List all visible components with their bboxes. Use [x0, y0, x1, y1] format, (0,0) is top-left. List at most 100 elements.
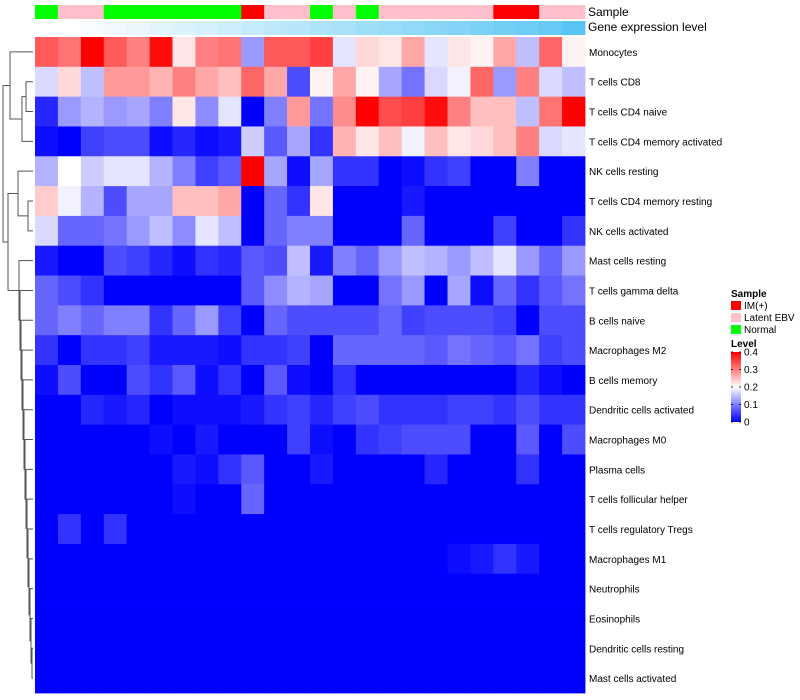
- heatmap-cell: [424, 633, 448, 664]
- heatmap-cell: [80, 126, 105, 157]
- heatmap-cell: [401, 275, 425, 306]
- heatmap-cell: [355, 394, 380, 426]
- row-label: T cells CD8: [589, 78, 641, 89]
- heatmap-cell: [310, 275, 334, 306]
- heatmap-cell: [218, 573, 242, 604]
- heatmap-cell: [539, 335, 563, 366]
- heatmap-cell: [80, 663, 105, 694]
- heatmap-cell: [287, 96, 311, 127]
- heatmap-cell: [264, 156, 288, 187]
- row-label: Macrophages M2: [589, 346, 667, 357]
- heatmap-cell: [241, 543, 265, 575]
- sample-annotation-cell: [424, 5, 448, 19]
- heatmap-cell: [126, 663, 150, 694]
- heatmap-cell: [493, 156, 517, 187]
- heatmap-cell: [241, 394, 265, 426]
- heatmap-cell: [493, 335, 517, 366]
- heatmap-cell: [103, 186, 128, 217]
- sample-annotation-cell: [378, 5, 403, 19]
- heatmap-cell: [80, 603, 105, 634]
- heatmap-cell: [516, 37, 540, 68]
- heatmap-cell: [103, 454, 128, 485]
- heatmap-cell: [35, 454, 59, 485]
- heatmap-cell: [195, 484, 219, 515]
- heatmap-cell: [57, 335, 82, 366]
- heatmap-cell: [447, 484, 471, 515]
- gene-level-annotation-cell: [562, 21, 586, 35]
- heatmap-cell: [332, 215, 357, 247]
- heatmap-cell: [378, 394, 403, 426]
- heatmap-cell: [516, 96, 540, 127]
- heatmap-cell: [241, 663, 265, 694]
- dendrogram-branch: [7, 193, 19, 291]
- gene-level-annotation-cell: [447, 21, 471, 35]
- heatmap-cell: [332, 275, 357, 306]
- legend-tick-label: 0.1: [744, 400, 758, 411]
- heatmap-cell: [103, 66, 128, 98]
- heatmap-cell: [149, 663, 173, 694]
- heatmap-cell: [355, 603, 380, 634]
- sample-annotation-cell: [149, 5, 173, 19]
- heatmap-cell: [149, 215, 173, 247]
- heatmap-cell: [516, 454, 540, 485]
- heatmap-cell: [195, 156, 219, 187]
- heatmap-cell: [126, 335, 150, 366]
- heatmap-cell: [103, 245, 128, 276]
- heatmap-cell: [103, 156, 128, 187]
- heatmap-cell: [103, 543, 128, 575]
- heatmap-cell: [287, 424, 311, 455]
- heatmap-cell: [539, 394, 563, 426]
- heatmap-cell: [35, 186, 59, 217]
- heatmap-cell: [172, 96, 196, 127]
- heatmap-cell: [332, 394, 357, 426]
- heatmap-cell: [149, 156, 173, 187]
- sample-annotation-cell: [241, 5, 265, 19]
- legend-level-title: Level: [731, 339, 757, 350]
- heatmap-cell: [195, 514, 219, 545]
- legend: Sample IM(+) Latent EBV Normal Level 0.4…: [731, 289, 795, 429]
- heatmap-cell: [332, 335, 357, 366]
- heatmap-cell: [172, 186, 196, 217]
- heatmap-cell: [287, 186, 311, 217]
- heatmap-cell: [401, 603, 425, 634]
- heatmap-cell: [447, 335, 471, 366]
- heatmap-cell: [539, 215, 563, 247]
- heatmap-cell: [562, 66, 586, 98]
- heatmap-cell: [493, 126, 517, 157]
- heatmap-cell: [35, 663, 59, 694]
- heatmap-cell: [539, 186, 563, 217]
- heatmap-cell: [287, 66, 311, 98]
- heatmap-cell: [172, 514, 196, 545]
- gene-level-annotation-cell: [355, 21, 380, 35]
- heatmap-cell: [149, 573, 173, 604]
- heatmap-cell: [103, 305, 128, 336]
- heatmap-cell: [424, 365, 448, 396]
- heatmap-cell: [310, 156, 334, 187]
- heatmap-cell: [539, 484, 563, 515]
- heatmap-cell: [172, 126, 196, 157]
- heatmap-cell: [470, 186, 494, 217]
- heatmap-cell: [516, 305, 540, 336]
- heatmap-cell: [493, 275, 517, 306]
- heatmap-cell: [516, 484, 540, 515]
- gene-level-annotation-cell: [310, 21, 334, 35]
- heatmap-cell: [35, 603, 59, 634]
- heatmap-cell: [57, 156, 82, 187]
- heatmap-cell: [103, 215, 128, 247]
- heatmap-cell: [195, 66, 219, 98]
- heatmap-cell: [103, 126, 128, 157]
- heatmap-cell: [310, 96, 334, 127]
- legend-label-normal: Normal: [744, 325, 776, 336]
- heatmap-cell: [195, 37, 219, 68]
- heatmap-cell: [470, 603, 494, 634]
- sample-annotation-cell: [126, 5, 150, 19]
- gene-level-annotation-cell: [103, 21, 128, 35]
- heatmap-cell: [401, 335, 425, 366]
- heatmap-cell: [218, 186, 242, 217]
- heatmap-cell: [149, 186, 173, 217]
- heatmap-cell: [80, 484, 105, 515]
- sample-annotation-cell: [332, 5, 357, 19]
- heatmap-cell: [378, 663, 403, 694]
- heatmap-cell: [264, 543, 288, 575]
- heatmap-cell: [470, 66, 494, 98]
